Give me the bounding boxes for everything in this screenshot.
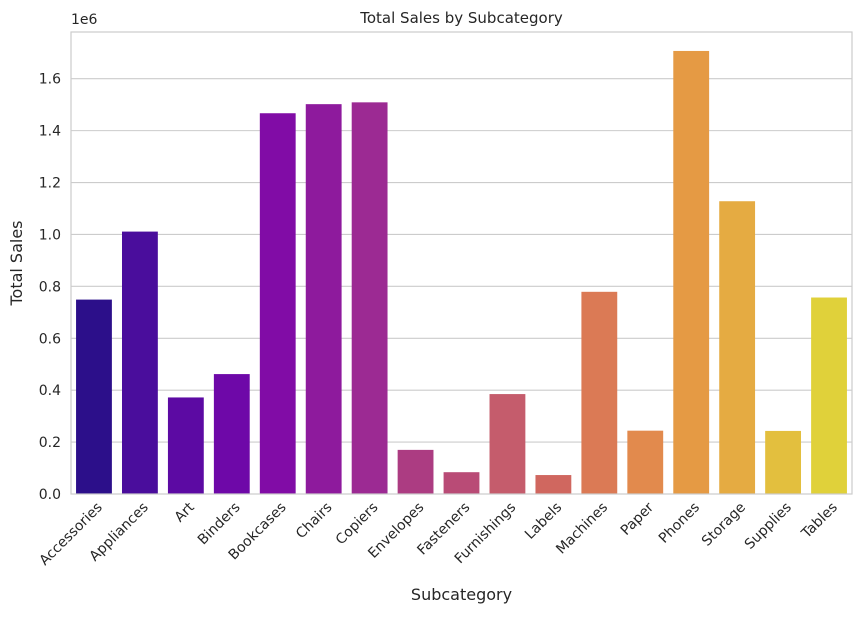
bar-storage — [719, 201, 756, 494]
x-tick-label: Labels — [522, 500, 565, 543]
x-axis-title: Subcategory — [411, 585, 512, 604]
y-axis-offset-label: 1e6 — [71, 12, 98, 28]
y-tick-label: 0.2 — [39, 435, 61, 451]
bar-furnishings — [489, 394, 526, 494]
bar-copiers — [351, 102, 388, 495]
bars — [76, 50, 847, 495]
bar-accessories — [76, 299, 112, 494]
x-tick-label: Tables — [798, 500, 841, 543]
y-tick-label: 0.0 — [39, 487, 61, 503]
y-tick-label: 0.4 — [39, 383, 61, 399]
x-tick-label: Paper — [618, 499, 658, 539]
bar-chairs — [305, 104, 342, 494]
bar-labels — [535, 475, 572, 494]
x-tick-label: Supplies — [742, 500, 795, 553]
bar-bookcases — [259, 113, 296, 495]
bar-phones — [673, 50, 710, 494]
bar-binders — [213, 374, 250, 494]
x-tick-label: Phones — [656, 500, 703, 547]
bar-appliances — [121, 231, 158, 495]
plot-frame — [70, 31, 853, 495]
bar-tables — [811, 297, 847, 494]
x-tick-label: Art — [172, 499, 198, 525]
x-tick-label: Chairs — [293, 500, 336, 543]
y-axis-title: Total Sales — [7, 220, 26, 306]
bar-machines — [581, 291, 618, 494]
y-tick-labels: 0.0 0.2 0.4 0.6 0.8 1.0 1.2 1.4 1.6 — [39, 72, 61, 503]
bar-fasteners — [443, 472, 480, 494]
y-tick-label: 1.6 — [39, 72, 61, 88]
bar-paper — [627, 430, 664, 494]
y-tick-label: 0.6 — [39, 331, 61, 347]
y-tick-label: 1.2 — [39, 176, 61, 192]
bar-supplies — [765, 430, 802, 494]
y-tick-label: 1.4 — [39, 124, 61, 140]
y-tick-label: 1.0 — [39, 227, 61, 243]
chart-title: Total Sales by Subcategory — [359, 9, 563, 27]
y-tick-label: 0.8 — [39, 279, 61, 295]
bar-envelopes — [397, 449, 434, 494]
bar-art — [167, 397, 204, 494]
